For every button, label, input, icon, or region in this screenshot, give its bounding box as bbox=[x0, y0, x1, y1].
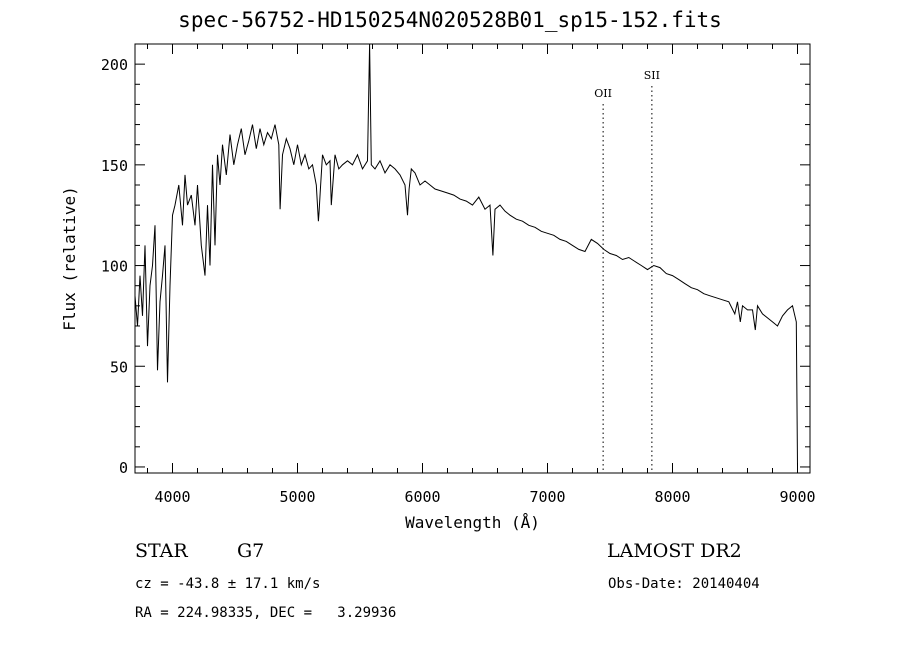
subclass-label: G7 bbox=[237, 540, 265, 562]
x-tick-label: 7000 bbox=[529, 488, 565, 506]
x-tick-label: 4000 bbox=[154, 488, 190, 506]
x-tick-label: 6000 bbox=[404, 488, 440, 506]
y-tick-label: 100 bbox=[101, 258, 128, 276]
y-axis-label: Flux (relative) bbox=[60, 186, 79, 331]
x-axis-label: Wavelength (Å) bbox=[405, 513, 540, 532]
y-tick-label: 150 bbox=[101, 157, 128, 175]
line-label-oii: OII bbox=[594, 87, 612, 100]
x-tick-label: 9000 bbox=[779, 488, 815, 506]
plot-frame bbox=[134, 43, 811, 474]
chart-title: spec-56752-HD150254N020528B01_sp15-152.f… bbox=[178, 8, 722, 32]
x-tick-label: 5000 bbox=[279, 488, 315, 506]
x-tick-label: 8000 bbox=[654, 488, 690, 506]
radec-label: RA = 224.98335, DEC = 3.29936 bbox=[135, 605, 397, 621]
y-tick-label: 50 bbox=[110, 358, 128, 376]
survey-label: LAMOST DR2 bbox=[607, 540, 742, 562]
y-tick-label: 0 bbox=[119, 459, 128, 477]
object-class-label: STAR bbox=[135, 540, 188, 562]
line-label-sii: SII bbox=[644, 69, 660, 82]
spectrum-series-line bbox=[134, 43, 798, 468]
obs-date-label: Obs-Date: 20140404 bbox=[608, 576, 760, 592]
redshift-label: cz = -43.8 ± 17.1 km/s bbox=[135, 576, 321, 592]
y-tick-label: 200 bbox=[101, 56, 128, 74]
